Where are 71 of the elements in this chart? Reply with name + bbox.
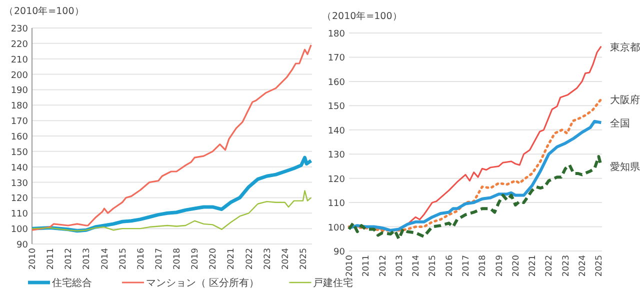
y-axis-title: （2010年=100）	[322, 10, 402, 22]
y-tick-label: 190	[10, 86, 28, 96]
x-tick-label: 2022	[544, 255, 555, 277]
series-label: 全国	[610, 118, 630, 130]
x-tick-label: 2018	[478, 255, 488, 277]
x-tick-label: 2015	[118, 248, 128, 270]
x-tick-label: 2013	[82, 248, 92, 270]
y-tick-label: 120	[10, 194, 28, 204]
line-series	[348, 120, 603, 232]
y-tick-label: 170	[10, 117, 28, 128]
y-tick-label: 150	[328, 102, 346, 112]
y-tick-label: 150	[10, 148, 28, 158]
x-tick-label: 2016	[136, 248, 146, 270]
y-tick-label: 160	[328, 78, 346, 88]
y-tick-label: 110	[10, 210, 28, 220]
y-tick-label: 160	[10, 132, 28, 142]
y-tick-label: 120	[328, 174, 346, 185]
x-tick-label: 2021	[528, 255, 538, 277]
series-label: 東京都	[610, 41, 640, 54]
x-tick-label: 2012	[64, 248, 74, 270]
x-tick-label: 2019	[494, 255, 505, 277]
x-tick-label: 2022	[244, 248, 255, 270]
y-tick-label: 200	[10, 70, 28, 81]
x-tick-label: 2013	[394, 255, 405, 277]
x-tick-label: 2021	[226, 248, 237, 270]
x-tick-label: 2017	[154, 248, 164, 270]
legend-label: 戸建住宅	[313, 277, 354, 289]
x-tick-label: 2016	[444, 255, 455, 277]
x-tick-label: 2023	[262, 248, 273, 270]
y-tick-label: 90	[334, 248, 346, 258]
x-tick-label: 2024	[578, 255, 588, 277]
y-axis-title: （2010年=100）	[4, 5, 84, 17]
y-tick-label: 180	[10, 102, 28, 112]
x-tick-label: 2025	[298, 248, 309, 270]
x-tick-label: 2019	[190, 248, 201, 270]
x-tick-label: 2012	[378, 255, 388, 277]
legend-label: 住宅総合	[52, 277, 92, 289]
x-tick-label: 2011	[362, 255, 372, 277]
x-tick-label: 2010	[28, 248, 38, 270]
series-label: 大阪府	[610, 94, 640, 106]
y-tick-label: 230	[10, 24, 28, 34]
x-tick-label: 2014	[412, 255, 422, 277]
y-tick-label: 220	[10, 40, 28, 50]
y-tick-label: 170	[328, 54, 346, 64]
x-tick-label: 2024	[280, 248, 291, 270]
line-series	[31, 44, 312, 231]
x-tick-label: 2020	[511, 255, 522, 277]
y-tick-label: 130	[10, 178, 28, 189]
x-tick-label: 2020	[208, 248, 219, 270]
x-tick-label: 2017	[462, 255, 472, 277]
y-tick-label: 140	[10, 163, 28, 174]
y-tick-label: 90	[16, 240, 28, 250]
line-series	[31, 190, 312, 232]
x-tick-label: 2015	[428, 255, 438, 277]
legend-label: マンション（ 区分所有）	[146, 277, 260, 289]
line-series	[348, 155, 603, 240]
x-tick-label: 2025	[594, 255, 605, 277]
x-tick-label: 2014	[100, 248, 110, 270]
x-tick-label: 2011	[46, 248, 56, 270]
y-tick-label: 130	[328, 150, 346, 161]
x-tick-label: 2018	[172, 248, 183, 270]
y-tick-label: 180	[328, 30, 346, 40]
y-tick-label: 100	[328, 223, 346, 234]
y-tick-label: 100	[10, 225, 28, 236]
x-tick-label: 2010	[345, 255, 355, 277]
series-label: 愛知県	[610, 161, 640, 174]
y-tick-label: 110	[328, 199, 346, 210]
y-tick-label: 210	[10, 55, 28, 66]
line-series	[348, 98, 602, 232]
y-tick-label: 140	[328, 126, 346, 136]
x-tick-label: 2023	[561, 255, 572, 277]
